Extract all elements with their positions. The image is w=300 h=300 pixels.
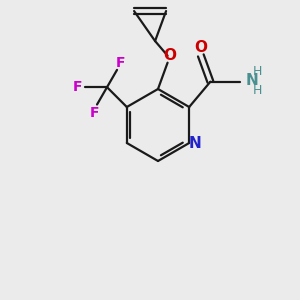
Text: F: F — [89, 106, 99, 119]
Text: F: F — [72, 80, 82, 94]
Text: O: O — [163, 48, 176, 63]
Text: H: H — [253, 84, 262, 97]
Text: F: F — [115, 56, 125, 70]
Text: N: N — [189, 136, 202, 151]
Text: H: H — [253, 65, 262, 78]
Text: O: O — [194, 40, 207, 55]
Text: N: N — [245, 73, 258, 88]
